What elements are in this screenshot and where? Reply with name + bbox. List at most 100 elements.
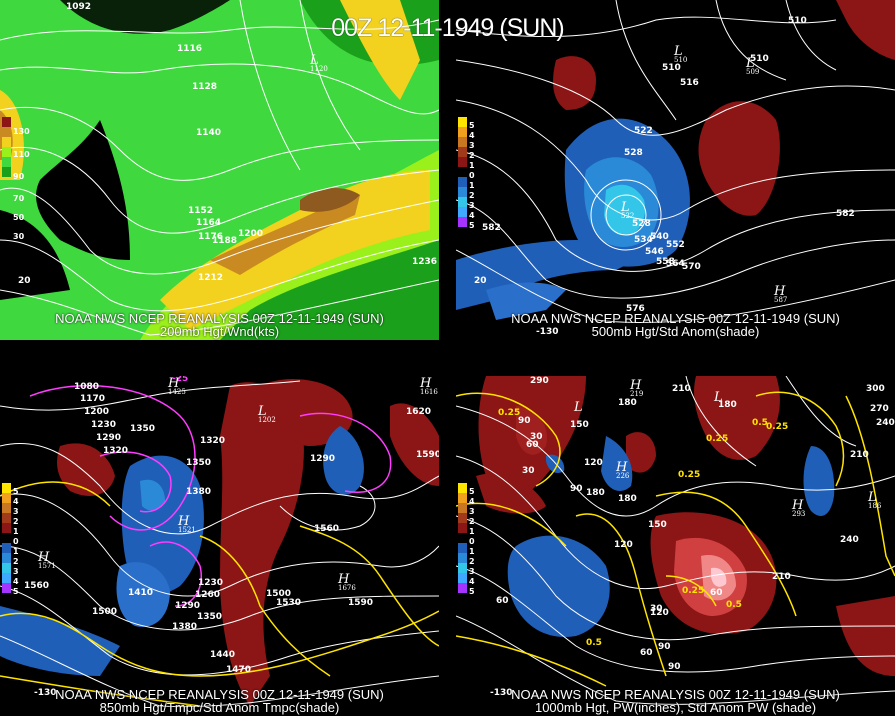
contour-label: 180 <box>586 488 605 498</box>
lon-label: -130 <box>490 688 513 698</box>
center-symbol: L <box>621 200 630 215</box>
contour-label: 1350 <box>186 458 212 468</box>
high-center: H 293 <box>792 498 805 518</box>
contour-label: 1320 <box>103 446 129 456</box>
legend-label: 5 <box>469 587 475 596</box>
legend-label: 3 <box>469 141 475 150</box>
center-value: 1676 <box>338 584 356 592</box>
panel-1000mb: 5 4 3 2 1 0 1 2 3 4 5 290 180 210 90 60 … <box>456 376 895 716</box>
contour-label: 552 <box>666 240 685 250</box>
temp-label: -25 <box>172 376 189 384</box>
map-850mb-graphic <box>0 376 439 716</box>
contour-label: 540 <box>650 232 669 242</box>
pw-label: 0.25 <box>766 422 789 432</box>
contour-label: 510 <box>750 54 769 64</box>
panel-caption-field: 500mb Hgt/Std Anom(shade) <box>591 324 760 339</box>
contour-label: 90 <box>668 662 681 672</box>
legend-label: 0 <box>469 171 475 180</box>
legend-label: 5 <box>13 487 19 496</box>
contour-label: 558 <box>656 257 675 267</box>
contour-label: 1116 <box>177 44 203 54</box>
contour-label: 1236 <box>412 257 438 267</box>
legend-label: 3 <box>13 507 19 516</box>
contour-label: 210 <box>672 384 691 394</box>
contour-label: 60 <box>526 440 539 450</box>
center-value: 522 <box>621 212 635 220</box>
contour-label: 30 <box>522 466 535 476</box>
center-value: 1571 <box>38 562 56 570</box>
center-symbol: L <box>714 390 723 405</box>
panel-caption-source: NOAA NWS NCEP REANALYSIS 00Z 12-11-1949 … <box>55 687 384 702</box>
contour-label: 1320 <box>200 436 226 446</box>
legend-label: 1 <box>469 181 475 190</box>
legend-label: 3 <box>13 567 19 576</box>
contour-label: 90 <box>658 642 671 652</box>
legend-wind: 130 110 90 70 50 30 <box>2 117 30 241</box>
contour-label: 60 <box>496 596 509 606</box>
contour-label: 1290 <box>96 433 122 443</box>
contour-label: 1350 <box>197 612 223 622</box>
high-center: H 226 <box>616 460 629 480</box>
legend-label: 1 <box>469 527 475 536</box>
center-symbol: H <box>774 284 786 299</box>
pw-label: 0.5 <box>752 418 768 428</box>
contour-label: 180 <box>618 494 637 504</box>
contour-label: 30 <box>530 432 543 442</box>
contour-label: 270 <box>870 404 889 414</box>
legend-label: 1 <box>13 527 19 536</box>
legend-label: 130 <box>13 127 30 136</box>
pw-label: 0.25 <box>498 408 521 418</box>
contour-label: 240 <box>840 535 859 545</box>
center-symbol: H <box>338 572 350 587</box>
low-center: L 1202 <box>258 404 276 424</box>
center-symbol: L <box>674 44 683 59</box>
center-symbol: H <box>630 378 642 393</box>
pw-label: 0.5 <box>726 600 742 610</box>
contour-label: 1200 <box>84 407 110 417</box>
center-symbol: H <box>38 550 50 565</box>
contour-label: 1530 <box>276 598 302 608</box>
contour-label: 528 <box>632 219 651 229</box>
contour-label: 120 <box>614 540 633 550</box>
legend-label: 1 <box>469 161 475 170</box>
contour-label: 210 <box>772 572 791 582</box>
panel-500mb: 5 4 3 2 1 0 1 2 3 4 5 510 510 516 510 52… <box>456 0 895 340</box>
center-value: 1521 <box>178 526 196 534</box>
contour-label: 1230 <box>198 578 224 588</box>
center-value: 186 <box>868 502 882 510</box>
contour-label: 1080 <box>74 382 100 392</box>
center-symbol: H <box>178 514 190 529</box>
low-center: L <box>714 390 723 405</box>
center-value: 587 <box>774 296 788 304</box>
legend-label: 2 <box>469 557 475 566</box>
panel-caption-field: 200mb Hgt/Wnd(kts) <box>159 324 280 339</box>
contour-label: 300 <box>866 384 885 394</box>
contour-label: 1128 <box>192 82 218 92</box>
panel-caption-field: 850mb Hgt/Tmpc/Std Anom Tmpc(shade) <box>99 700 340 715</box>
contour-label: 1164 <box>196 218 222 228</box>
contour-label: 1170 <box>80 394 106 404</box>
legend-label: 3 <box>469 507 475 516</box>
low-center: L 1120 <box>310 53 328 73</box>
lat-label: 20 <box>474 276 487 286</box>
contour-label: 120 <box>584 458 603 468</box>
contour-label: 90 <box>570 484 583 494</box>
contour-label: 528 <box>624 148 643 158</box>
high-center: H 1676 <box>338 572 356 592</box>
contour-label: 1230 <box>91 420 117 430</box>
center-symbol: H <box>616 460 628 475</box>
legend-label: 4 <box>13 577 19 586</box>
low-center: L 510 <box>674 44 687 64</box>
map-500mb-graphic <box>456 0 895 340</box>
panel-caption-field: 1000mb Hgt, PW(inches), Std Anom PW (sha… <box>534 700 817 715</box>
contour-label: 576 <box>626 304 645 314</box>
legend-std-anom: 5 4 3 2 1 0 1 2 3 4 5 <box>458 117 475 230</box>
low-center: L 186 <box>868 490 881 510</box>
pw-label: 0.25 <box>706 434 729 444</box>
contour-label: 1140 <box>196 128 222 138</box>
contour-label: 290 <box>530 376 549 386</box>
legend-label: 110 <box>13 150 30 159</box>
contour-label: 1500 <box>266 589 292 599</box>
legend-label: 2 <box>469 151 475 160</box>
high-center: H 1521 <box>178 514 196 534</box>
